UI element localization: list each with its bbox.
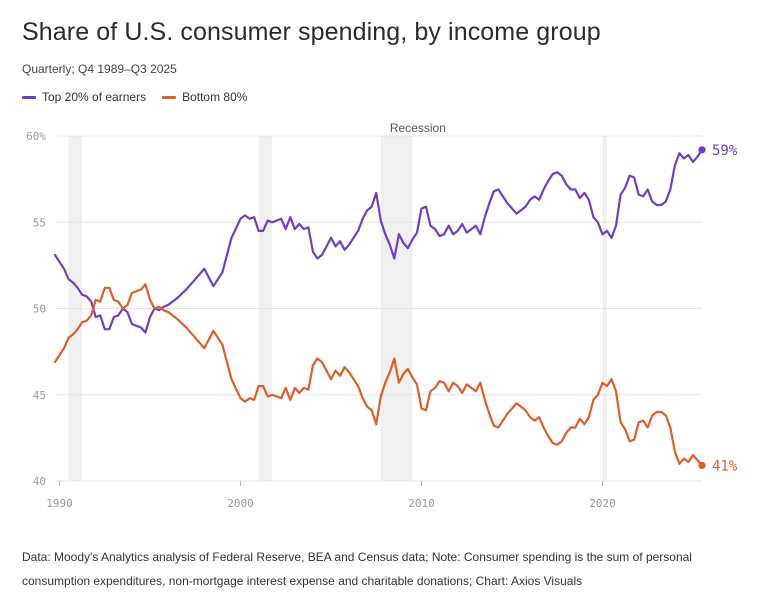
legend-swatch-top20 [22,95,36,99]
legend-label-bottom80: Bottom 80% [182,90,248,104]
series-line-bottom80 [53,283,704,467]
end-point-top20 [698,146,706,154]
legend-swatch-bottom80 [162,95,177,99]
chart-legend: Top 20% of earners Bottom 80% [22,90,247,104]
y-tick-label: 40 [33,475,46,488]
x-tick-label: 1990 [46,497,73,510]
legend-label-top20: Top 20% of earners [42,90,147,104]
y-tick-label: 45 [33,389,46,402]
chart-title: Share of U.S. consumer spending, by inco… [22,18,601,46]
y-tick-label: 55 [33,216,46,229]
end-point-bottom80 [698,461,706,470]
chart-footer-note: Data: Moody's Analytics analysis of Fede… [22,550,692,588]
series-line-top20 [53,148,704,334]
legend-item-bottom80: Bottom 80% [162,90,247,104]
end-label-top20: 59% [712,143,738,159]
y-tick-label: 60% [26,130,46,143]
recession-label: Recession [390,121,446,135]
legend-item-top20: Top 20% of earners [22,90,146,104]
chart-subtitle: Quarterly; Q4 1989–Q3 2025 [22,62,177,76]
x-tick-label: 2010 [408,497,435,510]
end-label-bottom80: 41% [712,458,738,474]
y-tick-label: 50 [33,303,46,316]
line-chart: Recession 40 45 50 55 60% 1990 2000 2010 2020 59% 4… [26,121,738,510]
x-tick-label: 2020 [589,497,616,510]
x-tick-label: 2000 [227,497,254,510]
